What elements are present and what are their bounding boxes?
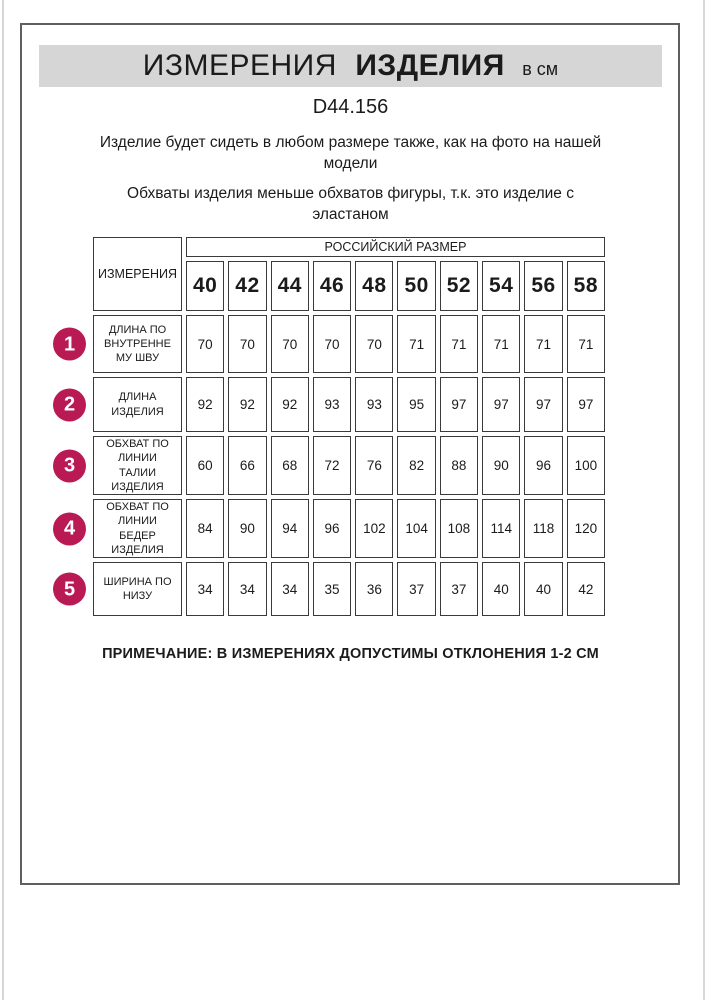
col-header-russian-size: РОССИЙСКИЙ РАЗМЕР: [186, 237, 605, 257]
col-header-measurements: ИЗМЕРЕНИЯ: [93, 237, 182, 311]
row-number-badge: 1: [53, 327, 86, 361]
measurement-value-cell: 95: [397, 377, 436, 432]
measurement-value-cell: 34: [228, 562, 267, 617]
row-label: 2 ДЛИНА ИЗДЕЛИЯ: [53, 377, 182, 432]
measurement-value-cell: 94: [270, 499, 309, 559]
measurements-table: ИЗМЕРЕНИЯ РОССИЙСКИЙ РАЗМЕР 40 42 44 46 48 50…: [53, 233, 609, 620]
size-column-header: 42: [228, 261, 267, 311]
measurement-value-cell: 76: [355, 436, 394, 496]
measurement-value-cell: 72: [312, 436, 352, 496]
row-number-badge: 4: [53, 512, 86, 546]
title-measurements: ИЗМЕРЕНИЯ: [142, 49, 337, 82]
article-code: D44.156: [312, 96, 389, 118]
row-number-badge: 2: [53, 388, 86, 421]
title-unit: в см: [522, 59, 559, 79]
measurement-value-cell: 82: [397, 436, 436, 496]
measurement-value-cell: 34: [270, 562, 309, 617]
row-label: 1 ДЛИНА ПО ВНУТРЕННЕ МУ ШВУ: [53, 315, 182, 373]
measurement-value-cell: 93: [312, 377, 352, 432]
measurement-value-cell: 90: [482, 436, 521, 496]
title-product: ИЗДЕЛИЯ: [355, 49, 505, 82]
table-row: 2 ДЛИНА ИЗДЕЛИЯ 92 92 92 93 93 95 97 97 97 97: [53, 377, 605, 432]
size-column-header: 58: [566, 261, 605, 311]
measurement-value-cell: 68: [270, 436, 309, 496]
title-bar: ИЗМЕРЕНИЯ ИЗДЕЛИЯ в см: [39, 45, 662, 87]
measurement-value-cell: 42: [566, 562, 605, 617]
size-column-header: 56: [524, 261, 563, 311]
intro-paragraph-fit: Изделие будет сидеть в любом размере так…: [99, 134, 602, 172]
size-column-header: 46: [312, 261, 352, 311]
row-label: 3 ОБХВАТ ПО ЛИНИИ ТАЛИИ ИЗДЕЛИЯ: [53, 436, 182, 496]
measurement-value-cell: 34: [186, 562, 225, 617]
row-label: 5 ШИРИНА ПО НИЗУ: [53, 562, 182, 617]
row-number-badge: 3: [53, 449, 86, 483]
measurement-value-cell: 97: [439, 377, 479, 432]
measurement-value-cell: 71: [524, 315, 563, 373]
size-header-row: 40 42 44 46 48 50 52 54 56 58: [93, 261, 605, 311]
measurement-value-cell: 96: [524, 436, 563, 496]
scan-edge-left: [2, 0, 4, 1000]
table-row: 1 ДЛИНА ПО ВНУТРЕННЕ МУ ШВУ 70 70 70 70 70 71 71…: [53, 315, 605, 373]
measurement-value-cell: 70: [355, 315, 394, 373]
measurement-value-cell: 93: [355, 377, 394, 432]
measurement-value-cell: 102: [355, 499, 394, 559]
measurement-value-cell: 70: [228, 315, 267, 373]
measurement-value-cell: 71: [397, 315, 436, 373]
table-row: 5 ШИРИНА ПО НИЗУ 34 34 34 35 36 37 37 40 40 42: [53, 562, 605, 617]
measurement-value-cell: 40: [524, 562, 563, 617]
measurement-value-cell: 70: [270, 315, 309, 373]
size-column-header: 52: [439, 261, 479, 311]
measurement-value-cell: 96: [312, 499, 352, 559]
scan-edge-right: [703, 0, 705, 1000]
row-number-badge: 5: [53, 572, 86, 606]
measurement-value-cell: 37: [439, 562, 479, 617]
measurement-value-cell: 90: [228, 499, 267, 559]
row-label: 4 ОБХВАТ ПО ЛИНИИ БЕДЕР ИЗДЕЛИЯ: [53, 499, 182, 559]
measurement-value-cell: 40: [482, 562, 521, 617]
measurement-value-cell: 88: [439, 436, 479, 496]
measurement-value-cell: 120: [566, 499, 605, 559]
measurement-value-cell: 71: [566, 315, 605, 373]
group-header-row: ИЗМЕРЕНИЯ РОССИЙСКИЙ РАЗМЕР: [93, 237, 605, 311]
measurement-value-cell: 92: [186, 377, 225, 432]
table-row: 3 ОБХВАТ ПО ЛИНИИ ТАЛИИ ИЗДЕЛИЯ 60 66 68 72 76…: [53, 436, 605, 496]
size-column-header: 48: [355, 261, 394, 311]
measurement-value-cell: 92: [228, 377, 267, 432]
measurement-value-cell: 104: [397, 499, 436, 559]
measurement-value-cell: 97: [566, 377, 605, 432]
measurement-value-cell: 36: [355, 562, 394, 617]
measurement-value-cell: 114: [482, 499, 521, 559]
measurement-value-cell: 66: [228, 436, 267, 496]
measurement-value-cell: 71: [439, 315, 479, 373]
measurement-value-cell: 97: [524, 377, 563, 432]
measurement-value-cell: 84: [186, 499, 225, 559]
measurement-value-cell: 71: [482, 315, 521, 373]
measurement-value-cell: 70: [312, 315, 352, 373]
note-text: ПРИМЕЧАНИЕ: В ИЗМЕРЕНИЯХ ДОПУСТИМЫ ОТКЛО…: [102, 646, 599, 662]
measurement-value-cell: 35: [312, 562, 352, 617]
intro-paragraph-elastane: Обхваты изделия меньше обхватов фигуры, …: [127, 185, 574, 223]
measurement-value-cell: 97: [482, 377, 521, 432]
size-column-header: 44: [270, 261, 309, 311]
measurement-value-cell: 70: [186, 315, 225, 373]
size-column-header: 40: [186, 261, 225, 311]
measurement-value-cell: 60: [186, 436, 225, 496]
measurement-value-cell: 92: [270, 377, 309, 432]
measurement-value-cell: 108: [439, 499, 479, 559]
measurement-value-cell: 118: [524, 499, 563, 559]
size-column-header: 54: [482, 261, 521, 311]
table-row: 4 ОБХВАТ ПО ЛИНИИ БЕДЕР ИЗДЕЛИЯ 84 90 94 96 10…: [53, 499, 605, 559]
measurement-value-cell: 100: [566, 436, 605, 496]
measurement-value-cell: 37: [397, 562, 436, 617]
size-column-header: 50: [397, 261, 436, 311]
